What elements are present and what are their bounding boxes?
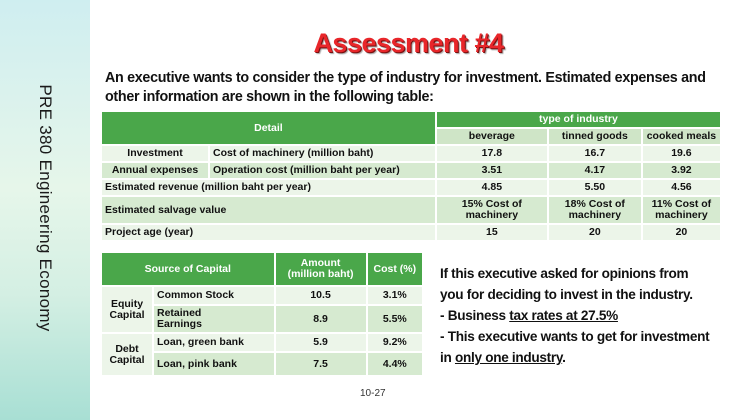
cell-line: 11% Cost of (651, 198, 712, 210)
opinion-line: you for deciding to invest in the indust… (440, 287, 693, 302)
row-label: Loan, green bank (152, 332, 276, 353)
row-label: Cost of machinery (million baht) (208, 144, 437, 163)
course-title: PRE 380 Engineering Economy (36, 84, 55, 332)
equity-capital-label: Equity Capital (100, 285, 154, 334)
amount-header-line: Amount (300, 257, 341, 269)
cell: 18% Cost of machinery (546, 195, 643, 225)
cell: 3.1% (365, 285, 425, 306)
table-row: Equity Capital Common Stock 10.5 3.1% (100, 285, 425, 334)
cell: 3.51 (434, 161, 549, 180)
cell: 11% Cost of machinery (640, 195, 723, 225)
cell: 19.6 (640, 144, 723, 163)
opinion-line: - Business tax rates at 27.5% (440, 305, 740, 326)
opinion-text: If this executive asked for opinions fro… (440, 263, 740, 368)
cell: 15 (434, 223, 549, 242)
row-group: Annual expenses (100, 161, 210, 180)
cell-line: machinery (568, 209, 622, 221)
cell: 4.17 (546, 161, 643, 180)
cell: 10.5 (273, 285, 368, 306)
debt-capital-label: Debt Capital (100, 332, 154, 377)
group-line: Capital (109, 353, 145, 366)
row-label: Estimated salvage value (100, 195, 437, 225)
table-row: Investment Cost of machinery (million ba… (100, 144, 723, 163)
group-line: Capital (109, 308, 145, 321)
cell: 20 (546, 223, 643, 242)
opinion-line: - This executive wants to get for invest… (440, 329, 710, 344)
label-line: Earnings (157, 318, 202, 330)
amount-header-line: (million baht) (287, 268, 354, 280)
table-row: Annual expenses Operation cost (million … (100, 161, 723, 180)
slide-title: Assessment #4 (313, 28, 504, 58)
detail-header: Detail (100, 110, 437, 146)
cell: 4.85 (434, 178, 549, 197)
opinion-line: in only one industry. (440, 347, 740, 368)
row-group: Investment (100, 144, 210, 163)
group-line: Equity (110, 297, 144, 310)
row-label: Retained Earnings (152, 304, 276, 334)
row-label: Operation cost (million baht per year) (208, 161, 437, 180)
cell: 15% Cost of machinery (434, 195, 549, 225)
industry-beverage: beverage (434, 127, 549, 146)
row-label: Loan, pink bank (152, 351, 276, 377)
cell: 5.50 (546, 178, 643, 197)
cell: 4.4% (365, 351, 425, 377)
capital-table: Source of Capital Amount (million baht) C… (100, 251, 425, 377)
opinion-text-part: in (440, 350, 455, 365)
industry-cooked-meals: cooked meals (640, 127, 723, 146)
cell-line: 18% Cost of (564, 198, 625, 210)
cell-line: machinery (465, 209, 519, 221)
cell: 16.7 (546, 144, 643, 163)
table-row: Estimated revenue (million baht per year… (100, 178, 723, 197)
type-header: type of industry (434, 110, 723, 129)
row-label: Common Stock (152, 285, 276, 306)
cell: 5.5% (365, 304, 425, 334)
cell: 7.5 (273, 351, 368, 377)
cell: 3.92 (640, 161, 723, 180)
opinion-text-part: - Business (440, 308, 510, 323)
table-row: Retained Earnings 8.9 5.5% (101, 304, 425, 334)
cost-header: Cost (%) (365, 251, 425, 287)
intro-text: An executive wants to consider the type … (105, 70, 706, 105)
table-row: Loan, pink bank 7.5 4.4% (101, 351, 425, 377)
one-industry-text: only one industry (454, 350, 563, 365)
source-header: Source of Capital (100, 251, 276, 287)
cell: 8.9 (273, 304, 368, 334)
cell: 17.8 (434, 144, 549, 163)
cell: 5.9 (273, 332, 368, 353)
cell: 9.2% (365, 332, 425, 353)
tax-rate-text: tax rates at 27.5% (509, 308, 618, 323)
amount-header: Amount (million baht) (273, 251, 368, 287)
opinion-line: If this executive asked for opinions fro… (440, 266, 689, 281)
cell: 4.56 (640, 178, 723, 197)
cell-line: 15% Cost of (461, 198, 522, 210)
industry-tinned-goods: tinned goods (546, 127, 643, 146)
label-line: Retained (157, 307, 202, 319)
cell-line: machinery (655, 209, 708, 221)
cell: 20 (640, 223, 723, 242)
group-line: Debt (115, 342, 139, 355)
row-label: Estimated revenue (million baht per year… (100, 178, 437, 197)
sidebar: PRE 380 Engineering Economy (0, 0, 90, 420)
row-label: Project age (year) (100, 223, 437, 242)
table-row: Debt Capital Loan, green bank 5.9 9.2% (100, 332, 425, 377)
opinion-text-part: . (562, 350, 566, 365)
page-number: 10-27 (360, 388, 386, 399)
table-row: Project age (year) 15 20 20 (100, 223, 723, 242)
industry-table: Detail type of industry beverage tinned … (100, 110, 723, 242)
table-row: Estimated salvage value 15% Cost of machi… (100, 195, 723, 225)
